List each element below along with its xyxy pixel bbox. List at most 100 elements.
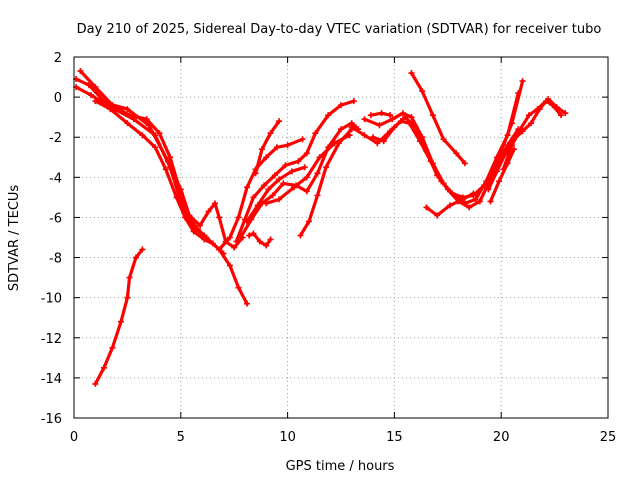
data-point	[408, 70, 415, 77]
data-point	[408, 114, 415, 121]
data-point	[312, 130, 319, 137]
series-arc-22	[487, 146, 518, 205]
data-point	[263, 242, 270, 249]
data-point	[316, 154, 323, 161]
series-arc-13	[246, 230, 274, 249]
data-point	[139, 246, 146, 253]
x-tick-label: 25	[600, 430, 617, 445]
data-point	[124, 106, 131, 113]
y-tick-label: -4	[49, 171, 62, 186]
data-point	[348, 124, 355, 131]
data-point	[288, 168, 295, 175]
series-line	[486, 99, 563, 191]
data-point	[534, 106, 541, 113]
y-tick-label: -12	[41, 332, 62, 347]
data-point	[338, 126, 344, 133]
data-point	[100, 364, 107, 371]
data-point	[493, 168, 500, 175]
x-tick-label: 15	[386, 430, 403, 445]
data-point	[519, 78, 526, 85]
data-point	[303, 174, 310, 181]
plot-frame	[73, 56, 609, 419]
data-point	[508, 142, 515, 149]
series-arc-4	[92, 98, 227, 257]
y-tick-label: -14	[41, 372, 62, 387]
data-point	[233, 238, 240, 245]
data-point	[92, 84, 99, 91]
data-point	[545, 96, 552, 103]
data-point	[152, 132, 159, 139]
data-point	[226, 262, 233, 269]
y-tick-label: 0	[54, 91, 62, 106]
data-point	[132, 254, 139, 261]
data-point	[109, 102, 116, 109]
data-point	[434, 172, 441, 179]
data-point	[250, 230, 257, 237]
data-point	[517, 126, 524, 133]
data-point	[487, 198, 494, 205]
chart-title: Day 210 of 2025, Sidereal Day-to-day VTE…	[77, 22, 602, 37]
data-point	[265, 186, 272, 193]
data-point	[511, 146, 518, 153]
data-point	[338, 102, 344, 109]
data-point	[440, 136, 447, 143]
data-point	[485, 186, 492, 193]
data-point	[376, 122, 383, 129]
data-point	[267, 130, 274, 137]
data-point	[152, 144, 159, 151]
data-point	[280, 180, 287, 187]
y-tick-label: -8	[49, 252, 62, 267]
series-arc-7	[233, 98, 357, 245]
y-axis-label: SDTVAR / TECUs	[7, 185, 22, 292]
data-point	[314, 192, 321, 199]
data-point	[211, 200, 218, 207]
data-point	[269, 192, 276, 199]
data-point	[472, 196, 479, 203]
data-point	[419, 88, 426, 95]
series-line	[93, 247, 144, 386]
data-point	[263, 200, 270, 207]
data-point	[263, 154, 270, 161]
data-point	[244, 300, 251, 307]
data-point	[558, 112, 565, 119]
data-point	[85, 82, 92, 89]
data-point	[305, 218, 312, 225]
data-point	[194, 226, 201, 233]
series-arc-19	[423, 190, 477, 219]
x-tick-label: 5	[177, 430, 185, 445]
data-point	[284, 142, 291, 149]
y-tick-label: 2	[54, 51, 62, 66]
series-arc-5	[92, 246, 146, 387]
data-point	[256, 238, 263, 245]
data-point	[216, 214, 223, 221]
series-line	[488, 147, 516, 203]
data-point	[124, 294, 131, 301]
data-point	[374, 140, 381, 147]
data-point	[389, 116, 396, 123]
data-point	[205, 208, 212, 215]
data-point	[244, 184, 251, 191]
data-point	[276, 196, 283, 203]
data-point	[444, 186, 451, 193]
data-point	[423, 204, 430, 211]
series-line	[234, 99, 356, 244]
y-tick-label: -10	[41, 292, 62, 307]
data-point	[295, 158, 302, 165]
series-arc-3	[77, 68, 208, 239]
data-point	[156, 130, 163, 137]
data-point	[276, 176, 283, 183]
data-point	[391, 124, 398, 131]
x-tick-label: 0	[70, 430, 78, 445]
data-point	[126, 112, 133, 119]
data-point	[261, 182, 268, 189]
data-point	[162, 166, 169, 173]
data-point	[254, 202, 261, 209]
data-point	[250, 194, 257, 201]
data-point	[107, 106, 114, 113]
data-point	[226, 234, 233, 241]
data-point	[402, 114, 409, 121]
data-point	[476, 198, 483, 205]
data-point	[124, 120, 131, 127]
x-tick-label: 20	[493, 430, 510, 445]
data-point	[209, 240, 216, 247]
